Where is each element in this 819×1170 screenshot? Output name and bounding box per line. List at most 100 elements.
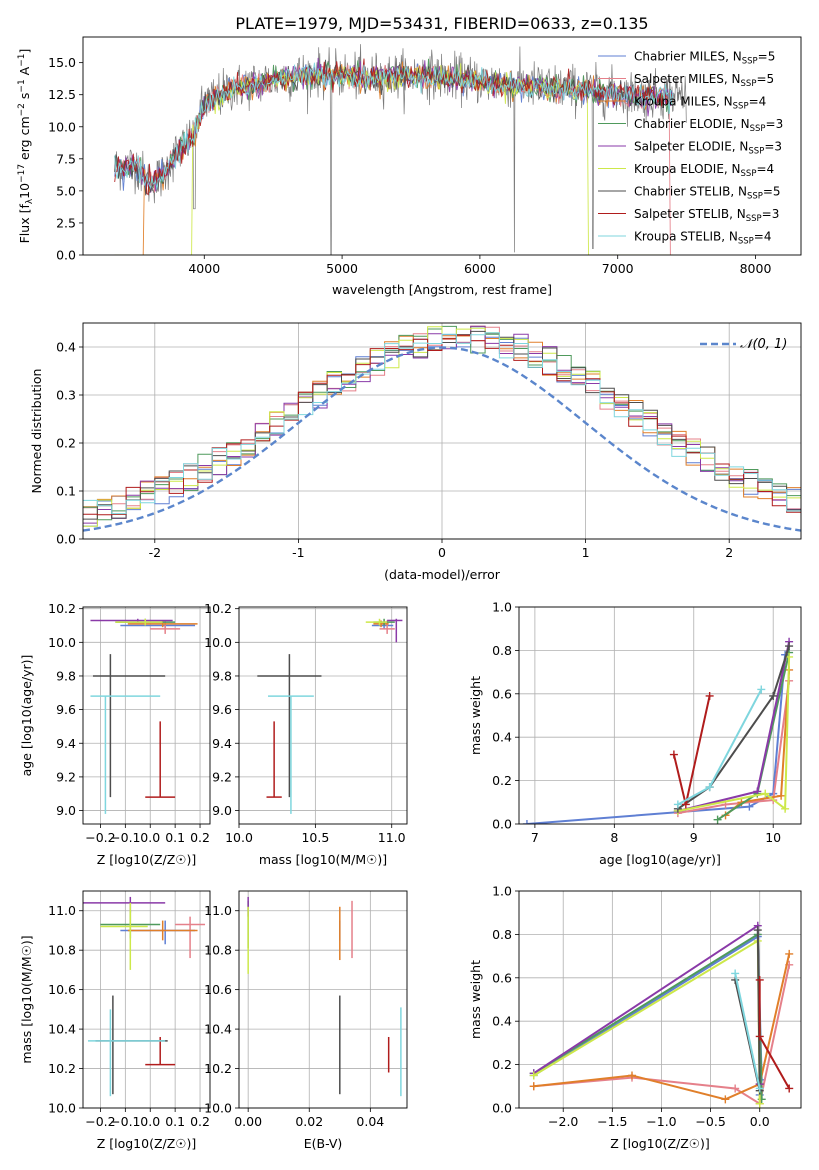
weight-marker — [755, 1032, 764, 1041]
x-axis-label: Z [log10(Z/Z☉)] — [97, 1136, 197, 1151]
y-tick-label: 10.0 — [204, 635, 232, 650]
x-tick-label: −1.0 — [646, 1114, 676, 1129]
y-axis-label: mass [log10(M/M☉)] — [19, 935, 34, 1063]
y-tick-label: 9.6 — [212, 702, 232, 717]
x-tick-label: 4000 — [188, 261, 220, 276]
axes-weight_vs_age: 7 8 9 10 0.0 0.2 0.4 0.6 0.8 1.0 age [log10(age/yr… — [468, 600, 802, 867]
legend-entry: Chabrier MILES, NSSP=5 — [634, 50, 775, 67]
y-tick-label: 0.0 — [492, 817, 512, 832]
residual-histogram — [83, 326, 801, 527]
y-tick-label: 2.5 — [56, 215, 76, 230]
legend: Chabrier MILES, NSSP=5 Salpeter MILES, NS… — [598, 50, 783, 247]
weight-marker — [761, 789, 770, 798]
x-tick-label: 7000 — [602, 261, 634, 276]
axes-spectrum: 4000 5000 6000 7000 8000 0.0 2.5 5.0 7.5 10.0 12.5… — [17, 36, 802, 297]
x-tick-label: 9 — [690, 830, 698, 845]
weight-line — [526, 654, 787, 824]
y-tick-label: 9.0 — [56, 803, 76, 818]
y-tick-label: 15.0 — [48, 55, 76, 70]
normal-reference-curve — [83, 346, 801, 532]
legend-entry: Chabrier ELODIE, NSSP=3 — [634, 117, 783, 134]
weight_vs_Z-plot-area — [529, 921, 794, 1108]
y-tick-label: 7.5 — [56, 151, 76, 166]
weight-marker — [753, 787, 762, 796]
y-tick-label: 9.8 — [56, 668, 76, 683]
x-tick-label: 0.1 — [165, 1114, 185, 1129]
legend-entry: 𝒩(0, 1) — [740, 337, 787, 352]
axes-frame — [238, 890, 408, 1109]
y-tick-label: 0.8 — [492, 927, 512, 942]
y-axis-label: mass weight — [468, 960, 483, 1039]
weight-marker — [785, 949, 794, 958]
weight-marker — [745, 802, 754, 811]
x-axis-label: E(B-V) — [304, 1136, 343, 1151]
y-tick-label: 0.4 — [492, 1014, 512, 1029]
y-tick-label: 10.2 — [48, 1061, 76, 1076]
weight-line — [677, 680, 791, 815]
y-tick-label: 0.6 — [492, 970, 512, 985]
y-tick-label: 10.4 — [48, 1022, 76, 1037]
y-tick-label: 0.2 — [492, 773, 512, 788]
weight-marker — [731, 969, 740, 978]
weight-line — [734, 973, 761, 1089]
axes-frame — [518, 890, 802, 1109]
x-tick-label: 0.2 — [190, 830, 210, 845]
age_vs_Z-plot-area — [90, 618, 198, 814]
legend-entry: Salpeter STELIB, NSSP=3 — [634, 207, 779, 224]
y-tick-label: 10.0 — [48, 119, 76, 134]
x-tick-label: −0.1 — [110, 830, 140, 845]
y-tick-label: 0.0 — [492, 1101, 512, 1116]
axes-frame — [82, 36, 802, 256]
y-tick-label: 10.2 — [48, 601, 76, 616]
weight-marker — [529, 1071, 538, 1080]
axes-mass_vs_EBV: 0.00 0.02 0.04 10.0 10.2 10.4 10.6 10.8 11.0 E(B-… — [204, 890, 408, 1151]
weight-marker — [785, 1084, 794, 1093]
y-tick-label: 9.4 — [56, 736, 76, 751]
axes-age_vs_mass: 10.0 10.5 11.0 9.0 9.2 9.4 9.6 9.8 10.0 10.2 mass … — [204, 601, 408, 867]
y-tick-label: 0.2 — [492, 1057, 512, 1072]
legend-entry: Kroupa ELODIE, NSSP=4 — [634, 162, 774, 179]
y-tick-label: 10.6 — [204, 982, 232, 997]
y-tick-label: 10.0 — [204, 1101, 232, 1116]
weight-marker — [755, 1099, 764, 1108]
x-tick-label: 10.5 — [301, 830, 329, 845]
axes-frame — [82, 322, 802, 540]
x-axis-label: wavelength [Angstrom, rest frame] — [332, 282, 552, 297]
y-tick-label: 10.8 — [204, 943, 232, 958]
weight-line — [677, 645, 791, 810]
x-tick-label: 10 — [765, 830, 781, 845]
y-tick-label: 10.6 — [48, 982, 76, 997]
y-tick-label: 1.0 — [492, 600, 512, 615]
x-axis-label: Z [log10(Z/Z☉)] — [97, 852, 197, 867]
legend-entry: Salpeter ELODIE, NSSP=3 — [634, 140, 782, 157]
y-axis-label: mass weight — [468, 676, 483, 755]
residual-histogram — [83, 332, 801, 515]
x-axis-label: (data-model)/error — [384, 567, 501, 582]
x-axis-label: Z [log10(Z/Z☉)] — [610, 1136, 710, 1151]
weight-marker — [785, 642, 794, 651]
x-axis-label: age [log10(age/yr)] — [599, 852, 721, 867]
residual-histogram — [83, 334, 801, 516]
x-tick-label: -1 — [292, 545, 304, 560]
y-tick-label: 0.4 — [492, 730, 512, 745]
x-tick-label: 10.0 — [225, 830, 253, 845]
y-tick-label: 0.1 — [56, 484, 76, 499]
weight-line — [533, 934, 763, 1096]
y-axis-label: age [log10(age/yr)] — [19, 655, 34, 777]
x-tick-label: −0.2 — [85, 830, 115, 845]
x-tick-label: 11.0 — [378, 830, 406, 845]
y-tick-label: 9.4 — [212, 736, 232, 751]
y-tick-label: 1.0 — [492, 884, 512, 899]
weight-marker — [705, 691, 714, 700]
x-tick-label: 0.1 — [165, 830, 185, 845]
axes-frame — [82, 890, 211, 1109]
mass_vs_Z-plot-area — [83, 896, 206, 1097]
weight-marker — [769, 691, 778, 700]
weight-line — [677, 656, 791, 812]
y-axis-label: Normed distribution — [29, 369, 44, 494]
axes-frame — [518, 606, 802, 825]
weight-marker — [705, 783, 714, 792]
y-tick-label: 5.0 — [56, 183, 76, 198]
y-tick-label: 0.3 — [56, 388, 76, 403]
